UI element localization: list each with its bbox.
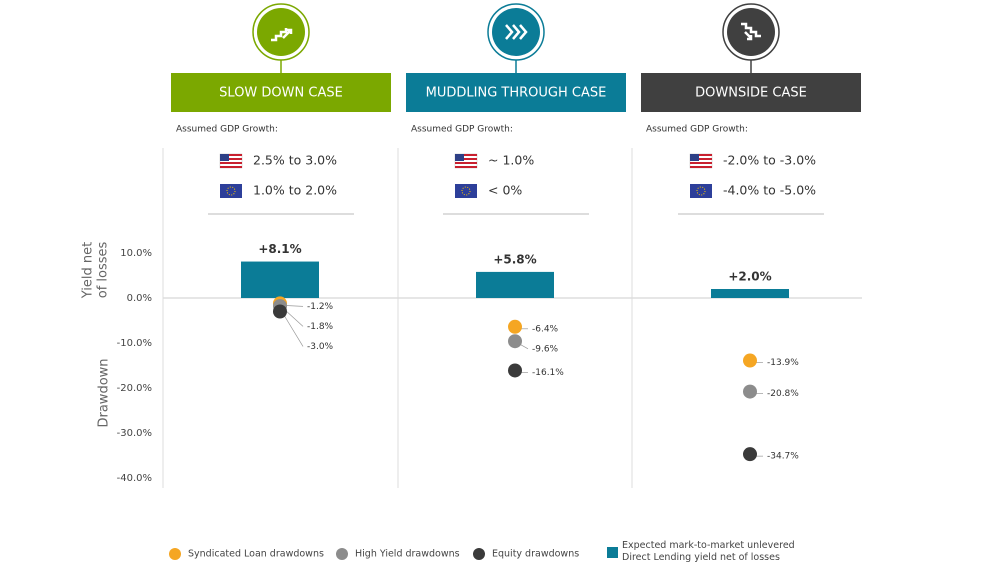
case-header (171, 73, 391, 112)
case-icon-glyph (505, 24, 528, 40)
us-flag-stripe (220, 158, 242, 160)
us-flag-stripe (220, 166, 242, 168)
leader-line (282, 313, 304, 347)
us-flag-canton (455, 154, 464, 161)
eu-flag (220, 184, 242, 198)
legend-entry-box: Expected mark-to-market unlevered Direct… (622, 540, 795, 563)
us-flag-stripe (220, 154, 242, 156)
gdp-label: Assumed GDP Growth: (646, 125, 748, 135)
case-icon (492, 8, 540, 56)
bar-value-label: +8.1% (258, 242, 301, 256)
gdp-eu: -4.0% to -5.0% (723, 183, 816, 198)
bar-value-label: +5.8% (493, 252, 536, 266)
case-icon-glyph (271, 28, 293, 42)
us-flag-stripe (220, 162, 242, 164)
gdp-us: -2.0% to -3.0% (723, 153, 816, 168)
gdp-us: ~ 1.0% (488, 153, 534, 168)
us-flag-stripe (455, 162, 477, 164)
case-icon-glyph (741, 22, 761, 41)
gdp-us: 2.5% to 3.0% (253, 153, 337, 168)
dot (508, 319, 522, 334)
dot-value-label: -20.8% (767, 389, 799, 399)
legend-swatch (607, 547, 618, 558)
dot-value-label: -9.6% (532, 344, 559, 354)
case-title: MUDDLING THROUGH CASE (426, 86, 607, 101)
case-title: SLOW DOWN CASE (219, 86, 343, 101)
y-tick-label: 0.0% (127, 293, 152, 304)
us-flag-stripe (690, 154, 712, 156)
dot (743, 447, 757, 462)
us-flag-canton (690, 154, 699, 161)
legend-label: Syndicated Loan drawdowns (188, 549, 324, 560)
us-flag-stripe (455, 154, 477, 156)
dot-value-label: -34.7% (767, 452, 799, 462)
y-tick-label: -10.0% (117, 338, 152, 349)
legend-swatch (336, 548, 348, 560)
y-label-lower: Drawdown (97, 358, 112, 427)
dot (743, 353, 757, 368)
case-title: DOWNSIDE CASE (695, 86, 807, 101)
eu-flag (455, 184, 477, 198)
y-label-upper: of losses (96, 242, 111, 299)
dot-value-label: -16.1% (532, 368, 564, 378)
legend-swatch (169, 548, 181, 560)
gdp-label: Assumed GDP Growth: (176, 125, 278, 135)
legend-label: High Yield drawdowns (355, 549, 460, 560)
y-tick-label: 10.0% (120, 248, 152, 259)
eu-flag (690, 184, 712, 198)
dot (273, 304, 287, 319)
case-header (406, 73, 626, 112)
gdp-label: Assumed GDP Growth: (411, 125, 513, 135)
us-flag-stripe (455, 158, 477, 160)
y-tick-label: -20.0% (117, 383, 152, 394)
dot-value-label: -1.2% (307, 302, 334, 312)
eu-flag-stars (696, 186, 706, 196)
us-flag-stripe (690, 162, 712, 164)
dot-value-label: -6.4% (532, 324, 559, 334)
bar (241, 261, 319, 298)
us-flag-stripe (455, 166, 477, 168)
dot (508, 334, 522, 349)
y-tick-label: -30.0% (117, 428, 152, 439)
dot-value-label: -3.0% (307, 342, 334, 352)
gdp-eu: 1.0% to 2.0% (253, 183, 337, 198)
us-flag-canton (220, 154, 229, 161)
y-tick-label: -40.0% (117, 473, 152, 484)
bar (711, 289, 789, 298)
dot (743, 384, 757, 399)
case-header (641, 73, 861, 112)
us-flag-stripe (690, 158, 712, 160)
eu-flag-stars (226, 186, 236, 196)
dot (508, 363, 522, 378)
y-label-upper: Yield net (81, 242, 96, 299)
legend-label: Expected mark-to-market unlevered Direct… (622, 540, 795, 563)
us-flag-stripe (690, 166, 712, 168)
dot-value-label: -13.9% (767, 358, 799, 368)
gdp-eu: < 0% (488, 183, 522, 198)
legend-label: Equity drawdowns (492, 549, 579, 560)
eu-flag-stars (461, 186, 471, 196)
legend-swatch (473, 548, 485, 560)
dot-value-label: -1.8% (307, 322, 334, 332)
bar (476, 271, 554, 298)
bar-value-label: +2.0% (728, 270, 771, 284)
